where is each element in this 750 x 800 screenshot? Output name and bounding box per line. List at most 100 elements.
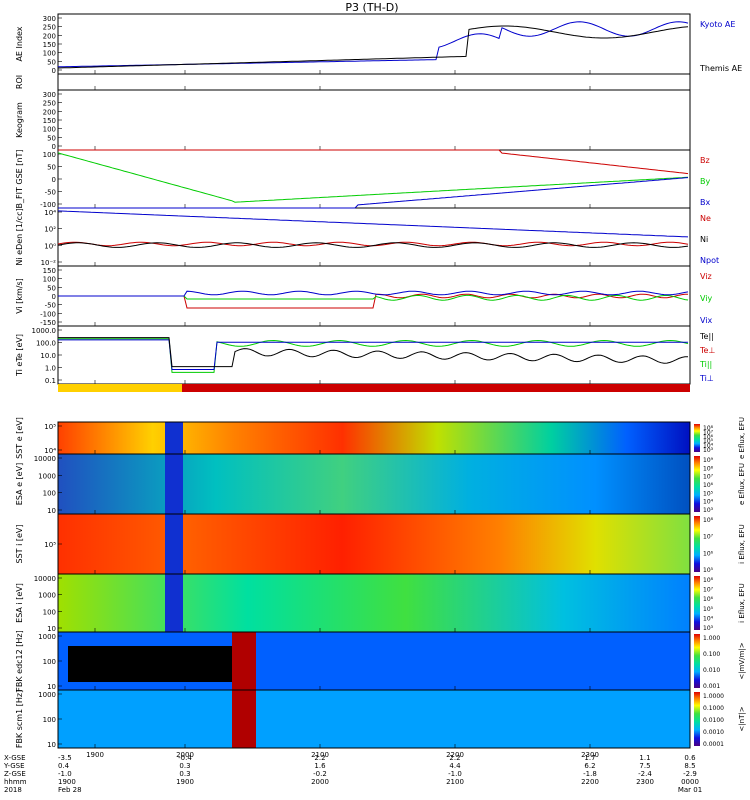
- cbar-label-esae: e Eflux, EFU: [738, 463, 746, 505]
- spectrogram-gap-sste: [165, 422, 183, 454]
- cbar-tick-fbkb: 0.1000: [703, 705, 724, 712]
- panel-ni: Ni eDen [1/cc] 10⁴ 10² 10⁰ 10⁻² Ne Ni Npot: [15, 207, 719, 267]
- spectrogram-ssti: [58, 514, 690, 574]
- legend-vi-1: Viy: [700, 294, 713, 303]
- ytick-ti: 100.0: [36, 340, 56, 348]
- footer-label: 2018: [4, 786, 22, 794]
- fbk-burst: [232, 632, 256, 690]
- ytick-keogram: 150: [43, 117, 56, 125]
- colorbar-esae: [694, 456, 700, 512]
- ytick-ni: 10⁰: [44, 242, 56, 250]
- cbar-tick-fbkb: 0.0100: [703, 717, 724, 724]
- ytick-bfit: -50: [45, 189, 56, 197]
- footer-value: 2200: [581, 778, 599, 786]
- cbar-tick-esae: 10⁹: [703, 457, 714, 464]
- panel-fbke: FBK edc12 [Hz] 1000 100 10 1.000 0.100 0.010 0.…: [15, 630, 746, 691]
- ti-tepar-line: [58, 337, 688, 368]
- cbar-tick-fbkb: 1.0000: [703, 693, 724, 700]
- legend-vi-2: Vix: [700, 316, 713, 325]
- ytick-vi: 100: [43, 276, 56, 284]
- spectrogram-fbkb: [58, 690, 690, 748]
- ytick-vi: -50: [45, 302, 56, 310]
- legend-ti-1: Te⊥: [699, 346, 715, 355]
- ylabel-sste: SST e [eV]: [15, 417, 24, 459]
- ytick-esai: 10000: [34, 575, 56, 583]
- ae-kyoto-line: [57, 21, 689, 68]
- cbar-tick-esae: 10⁵: [703, 490, 714, 497]
- xtick-label: 2000: [176, 751, 194, 759]
- spectrogram-esai: [58, 574, 690, 632]
- quality-bar-red: [182, 384, 690, 392]
- ytick-ti: 1.0: [45, 365, 56, 373]
- footer-value: Feb 28: [58, 786, 82, 794]
- ytick-ae: 200: [43, 32, 56, 40]
- xtick-label: 2300: [581, 751, 599, 759]
- ytick-esai: 100: [43, 608, 56, 616]
- cbar-label-ssti: i Eflux, EFU: [738, 524, 746, 564]
- footer-value: 2300: [636, 778, 654, 786]
- footer-value: -1.8: [583, 770, 597, 778]
- bfit-bz-line: [58, 149, 689, 175]
- legend-ti-0: Te||: [699, 332, 714, 341]
- footer-value: -2.9: [683, 770, 697, 778]
- cbar-tick-sste: 10⁶: [703, 434, 714, 441]
- cbar-tick-sste: 10⁸: [703, 425, 714, 432]
- ytick-keogram: 200: [43, 108, 56, 116]
- legend-bfit-2: Bx: [700, 198, 710, 207]
- xtick-label: 2200: [446, 751, 464, 759]
- footer-value: 6.2: [584, 762, 595, 770]
- legend-ni-2: Npot: [700, 256, 719, 265]
- ytick-ni: 10⁻²: [41, 259, 57, 267]
- colorbar-sste: [694, 424, 700, 452]
- ytick-ae: 250: [43, 24, 56, 32]
- cbar-label-fbkb: <|nT|>: [738, 706, 746, 731]
- cbar-tick-ssti: 10⁵: [703, 567, 714, 574]
- footer-value: 1900: [58, 778, 76, 786]
- ylabel-vi: Vi [km/s]: [15, 278, 24, 314]
- footer-value: -2.4: [638, 770, 652, 778]
- colorbar-fbkb: [694, 692, 700, 746]
- cbar-tick-esae: 10⁸: [703, 465, 714, 472]
- footer-value: 7.5: [639, 762, 650, 770]
- legend-bfit-1: By: [700, 177, 710, 186]
- vi-vix-line: [58, 290, 689, 297]
- ylabel-ni: Ni eDen [1/cc]: [15, 208, 24, 265]
- footer-value: 2.2: [314, 754, 325, 762]
- footer-label: hhmm: [4, 778, 27, 786]
- ytick-ti: 1000.0: [32, 327, 57, 335]
- ytick-ae: 300: [43, 15, 56, 23]
- ni-npot-line: [57, 210, 689, 238]
- cbar-tick-esai: 10⁴: [703, 615, 714, 622]
- cbar-label-sste: e Eflux, EFU: [738, 417, 746, 459]
- cbar-tick-fbkb: 0.0001: [703, 741, 724, 748]
- ytick-vi: 0: [52, 293, 56, 301]
- bfit-bx-line: [58, 177, 689, 209]
- cbar-tick-ssti: 10⁶: [703, 550, 714, 557]
- footer-value: Mar 01: [678, 786, 702, 794]
- cbar-tick-sste: 10⁷: [703, 429, 714, 436]
- ytick-ssti: 10⁵: [44, 541, 56, 549]
- ytick-vi: 50: [47, 284, 56, 292]
- ylabel-ti: Ti eTe [eV]: [15, 334, 24, 377]
- ytick-fbke: 1000: [38, 633, 56, 641]
- footer-value: 1.7: [584, 754, 595, 762]
- ylabel-keogram: Keogram: [15, 102, 24, 138]
- spectrogram-gap-ssti: [165, 514, 183, 574]
- colorbar-fbke: [694, 634, 700, 688]
- panel-fbkb: FBK scm1 [Hz] 1000 100 10 1.0000 0.1000 0.0100…: [15, 689, 746, 749]
- legend-bfit-0: Bz: [700, 156, 710, 165]
- ytick-fbkb: 1000: [38, 691, 56, 699]
- ylabel-esai: ESA i [eV]: [15, 583, 24, 623]
- ytick-esae: 100: [43, 490, 56, 498]
- fbk-burst: [232, 690, 256, 748]
- footer-value: 0.3: [179, 762, 190, 770]
- cbar-tick-fbke: 0.100: [703, 651, 720, 658]
- footer-value: 2.2: [449, 754, 460, 762]
- ytick-esai: 1000: [38, 592, 56, 600]
- cbar-tick-esai: 10⁶: [703, 596, 714, 603]
- ytick-ti: 10.0: [40, 352, 56, 360]
- ae-themis-line: [57, 25, 689, 69]
- spectrogram-gap-esai: [165, 574, 183, 632]
